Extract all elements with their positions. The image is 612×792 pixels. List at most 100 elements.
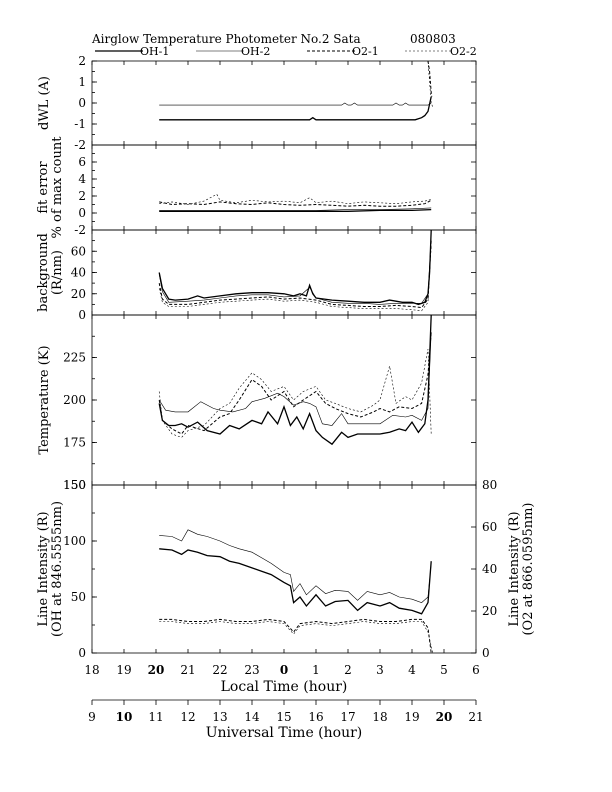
legend-label-oh-1: OH-1 [140,45,169,58]
ytick-label-dwl: 2 [78,54,86,68]
xtick-label-universal: 21 [468,710,483,724]
series-line-bg-oh-1 [158,230,432,306]
ytick-label-fit: 2 [78,189,86,203]
panel-bg: 0 20 40 60 background (R/nm) [36,229,477,322]
ytick-label-right-int: 20 [482,604,497,618]
series-line-dwl-oh-2 [159,102,432,106]
panel-temp: 150 175 200 225 Temperature (K) [37,314,477,492]
ylabel-temp: Temperature (K) [37,345,52,454]
series-line-int-oh-2 [159,529,432,603]
xlabel-universal-time: Universal Time (hour) [206,725,363,741]
series-line-temp-o2-2 [158,348,432,438]
panel-frame-bg [91,229,477,316]
ylabel-fit: % of max count [50,136,65,239]
ytick-label-bg: 20 [71,287,86,301]
panel-fit: -2 0 2 4 6 fit error% of max count [36,136,477,239]
ytick-label-bg: 0 [78,308,86,322]
series-line-fit-o2-2 [159,193,432,205]
panel-frame-int [91,484,477,654]
xtick-label-local: 5 [440,663,448,677]
ytick-label-right-int: 0 [482,646,490,660]
panel-frame-temp [91,314,477,486]
ytick-label-right-int: 60 [482,520,497,534]
series-line-bg-o2-2 [158,245,432,312]
xtick-label-universal: 10 [116,710,133,724]
ytick-label-fit: -2 [74,223,86,237]
xtick-label-universal: 13 [212,710,227,724]
series-line-bg-oh-2 [158,235,432,305]
ylabel-bg: (R/nm) [50,250,65,295]
xtick-label-universal: 11 [148,710,163,724]
ytick-label-int: 150 [63,478,86,492]
series-line-bg-o2-1 [158,240,432,309]
series-line-dwl-oh-1 [159,96,432,121]
series-line-fit-oh-2 [159,207,432,211]
series-line-temp-o2-1 [158,331,432,435]
ytick-label-int: 100 [63,534,86,548]
xtick-label-universal: 16 [308,710,323,724]
series-line-int-oh-1 [159,548,432,615]
ytick-label-fit: 6 [78,155,86,169]
xtick-label-universal: 15 [276,710,291,724]
series-line-dwl-o2-2 [427,61,434,108]
legend-label-o2-2: O2-2 [450,45,477,58]
ylabel-right-int: (O2 at 866.0595nm) [521,502,536,635]
xtick-label-local: 3 [376,663,384,677]
ytick-label-int: 50 [71,590,86,604]
ylabel-int: Line Intensity (R) [36,511,51,626]
xtick-label-local: 19 [116,663,131,677]
ylabel-right-int: Line Intensity (R) [507,511,522,626]
xlabel-local-time: Local Time (hour) [221,679,348,695]
series-line-temp-oh-1 [158,315,432,446]
ylabel-fit: fit error [36,161,51,214]
ytick-label-dwl: -2 [74,138,86,152]
ylabel-bg: background [36,233,51,312]
xtick-label-local: 2 [344,663,352,677]
ytick-label-fit: 0 [78,206,86,220]
legend-label-oh-2: OH-2 [241,45,270,58]
xtick-label-universal: 14 [244,710,260,724]
panel-frame-fit [91,144,477,231]
xtick-label-universal: 20 [436,710,453,724]
legend-label-o2-1: O2-1 [352,45,379,58]
xtick-label-universal: 18 [372,710,387,724]
panel-frame-dwl [91,60,477,146]
ytick-label-bg: 60 [71,244,86,258]
ytick-label-fit: 4 [78,172,86,186]
xtick-label-local: 6 [472,663,480,677]
ytick-label-dwl: 1 [78,75,86,89]
xtick-label-local: 1 [312,663,320,677]
ytick-label-temp: 225 [63,351,86,365]
xtick-label-local: 21 [180,663,195,677]
chart-title: Airglow Temperature Photometer No.2 Sata [91,32,361,46]
xtick-label-local: 22 [212,663,227,677]
ytick-label-temp: 150 [63,478,86,492]
ylabel-dwl: dWL (A) [37,76,52,130]
ytick-label-dwl: 0 [78,96,86,110]
chart-date-label: 080803 [410,32,456,46]
xtick-label-universal: 17 [340,710,355,724]
xtick-label-local: 0 [280,663,288,677]
series-line-fit-oh-1 [159,208,432,212]
legend: OH-1 OH-2 O2-1 O2-2 [95,45,477,58]
ytick-label-temp: 200 [63,393,86,407]
ytick-label-temp: 175 [63,436,86,450]
panel-dwl: -2 -1 0 1 2 dWL (A) [37,54,477,152]
ytick-label-int: 0 [78,646,86,660]
xtick-label-universal: 9 [88,710,96,724]
ytick-label-right-int: 80 [482,478,497,492]
series-line-dwl-o2-1 [427,61,433,97]
xtick-label-local: 20 [148,663,165,677]
ylabel-int: (OH at 846.5555nm) [50,501,65,637]
series-line-temp-oh-2 [158,331,432,426]
xtick-label-local: 23 [244,663,259,677]
series-line-fit-o2-1 [159,199,432,207]
xtick-label-universal: 19 [404,710,419,724]
xtick-label-local: 4 [408,663,416,677]
series-line-int-o2-2 [159,621,434,653]
xtick-label-universal: 12 [180,710,195,724]
ytick-label-right-int: 40 [482,562,497,576]
